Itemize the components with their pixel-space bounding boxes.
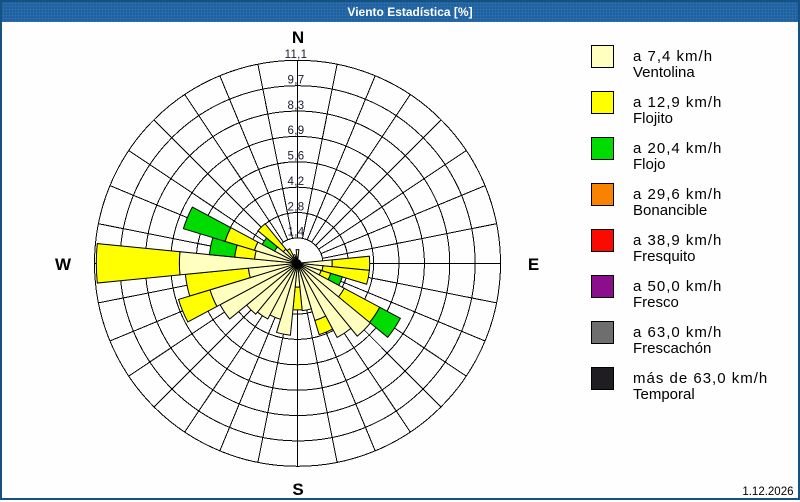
- svg-text:8,3: 8,3: [288, 100, 305, 112]
- svg-text:1,4: 1,4: [288, 227, 305, 239]
- svg-text:E: E: [528, 255, 539, 274]
- svg-text:W: W: [55, 255, 72, 274]
- svg-text:2,8: 2,8: [288, 201, 305, 213]
- svg-text:N: N: [292, 28, 304, 47]
- svg-text:11,1: 11,1: [285, 49, 308, 61]
- svg-text:5,6: 5,6: [288, 151, 305, 163]
- svg-text:4,2: 4,2: [288, 176, 305, 188]
- svg-text:9,7: 9,7: [288, 75, 305, 87]
- svg-text:S: S: [292, 480, 303, 499]
- svg-text:6,9: 6,9: [288, 125, 305, 137]
